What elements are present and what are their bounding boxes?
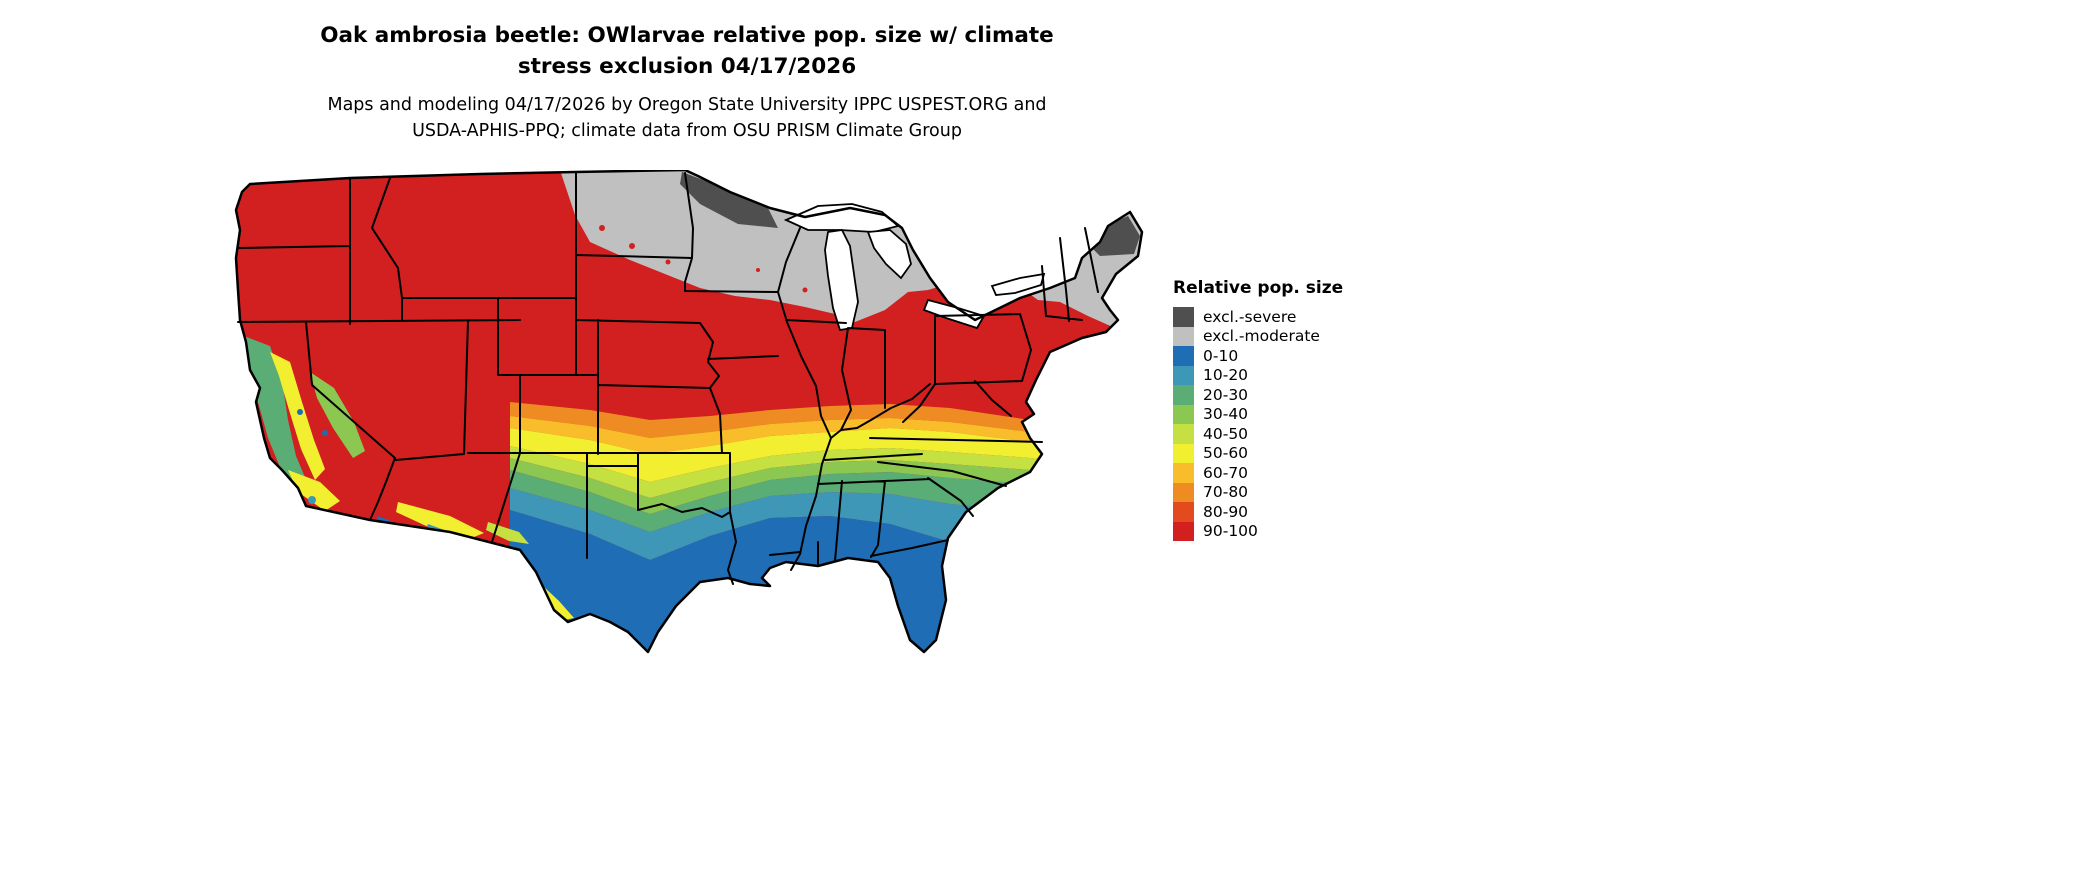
- legend-label-excl-moderate: excl.-moderate: [1203, 327, 1320, 346]
- lake-huron: [866, 229, 912, 280]
- map-title-line2: stress exclusion 04/17/2026: [517, 54, 857, 79]
- us-population-map: [230, 168, 1145, 665]
- map-subtitle: Maps and modeling 04/17/2026 by Oregon S…: [0, 92, 1374, 144]
- state-borders: [237, 171, 1099, 585]
- patch-blue-speck-1: [297, 409, 303, 415]
- band-50-60: [510, 428, 1070, 482]
- legend-swatch-40-50: [1173, 424, 1194, 444]
- great-lakes-layer: [783, 203, 1046, 332]
- band-30-40: [510, 458, 1070, 514]
- legend-label-90-100: 90-100: [1203, 522, 1258, 541]
- speck-red-2: [629, 243, 635, 249]
- legend-label-20-30: 20-30: [1203, 385, 1249, 404]
- legend-label-70-80: 70-80: [1203, 483, 1249, 502]
- legend-swatch-excl-moderate: [1173, 326, 1194, 346]
- map-subtitle-line1: Maps and modeling 04/17/2026 by Oregon S…: [327, 95, 1047, 115]
- patch-california-valley-yellow: [270, 352, 325, 480]
- legend-row-0-10: 0-10: [1173, 346, 1343, 366]
- band-70-80: [510, 402, 1070, 438]
- patch-sierra-green: [310, 372, 365, 458]
- legend-title: Relative pop. size: [1173, 278, 1344, 298]
- band-10-20: [510, 488, 1070, 560]
- speck-red-1: [599, 225, 605, 231]
- legend-label-30-40: 30-40: [1203, 405, 1249, 424]
- map-title-line1: Oak ambrosia beetle: OWlarvae relative p…: [320, 23, 1054, 48]
- map-subtitle-line2: USDA-APHIS-PPQ; climate data from OSU PR…: [412, 121, 962, 141]
- map-title: Oak ambrosia beetle: OWlarvae relative p…: [0, 20, 1374, 82]
- legend-swatch-50-60: [1173, 443, 1194, 463]
- legend-swatch-80-90: [1173, 502, 1194, 522]
- legend-row-excl-severe: excl.-severe: [1173, 307, 1343, 327]
- legend-swatch-90-100: [1173, 521, 1194, 541]
- legend: Relative pop. size excl.-severe excl.-mo…: [1173, 278, 1343, 541]
- speck-red-4: [756, 268, 760, 272]
- legend-label-80-90: 80-90: [1203, 502, 1249, 521]
- legend-swatch-20-30: [1173, 385, 1194, 405]
- legend-row-excl-moderate: excl.-moderate: [1173, 326, 1343, 346]
- legend-swatch-60-70: [1173, 463, 1194, 483]
- legend-swatch-70-80: [1173, 482, 1194, 502]
- region-excl-severe-minnesota: [680, 172, 778, 228]
- speck-red-3: [665, 259, 671, 265]
- legend-swatch-0-10: [1173, 346, 1194, 366]
- band-20-30: [510, 470, 1070, 532]
- legend-row-40-50: 40-50: [1173, 424, 1343, 444]
- legend-row-90-100: 90-100: [1173, 521, 1343, 541]
- patch-california-coast-green: [240, 336, 308, 498]
- legend-label-0-10: 0-10: [1203, 346, 1239, 365]
- legend-row-70-80: 70-80: [1173, 482, 1343, 502]
- band-40-50: [510, 446, 1070, 498]
- lake-superior: [783, 203, 900, 233]
- legend-row-30-40: 30-40: [1173, 404, 1343, 424]
- us-map-svg: [234, 168, 1144, 654]
- patch-socal-yellow: [288, 470, 340, 511]
- legend-label-60-70: 60-70: [1203, 463, 1249, 482]
- band-60-70: [510, 416, 1070, 454]
- legend-row-10-20: 10-20: [1173, 365, 1343, 385]
- legend-label-40-50: 40-50: [1203, 424, 1249, 443]
- patch-teal-speck: [308, 496, 316, 504]
- legend-swatch-10-20: [1173, 365, 1194, 385]
- legend-row-80-90: 80-90: [1173, 502, 1343, 522]
- region-excl-severe-maine: [1086, 216, 1140, 256]
- legend-label-excl-severe: excl.-severe: [1203, 307, 1297, 326]
- speck-red-5: [802, 287, 808, 293]
- legend-swatch-excl-severe: [1173, 307, 1194, 327]
- patch-blue-speck-2: [322, 430, 328, 436]
- raster-fill-layer: [236, 170, 1142, 652]
- legend-swatch-30-40: [1173, 404, 1194, 424]
- legend-row-20-30: 20-30: [1173, 385, 1343, 405]
- us-outline: [234, 168, 1144, 654]
- legend-row-60-70: 60-70: [1173, 463, 1343, 483]
- lake-ontario: [990, 272, 1046, 296]
- patch-arizona-yellow: [396, 502, 484, 541]
- legend-label-10-20: 10-20: [1203, 366, 1249, 385]
- legend-label-50-60: 50-60: [1203, 444, 1249, 463]
- legend-row-50-60: 50-60: [1173, 443, 1343, 463]
